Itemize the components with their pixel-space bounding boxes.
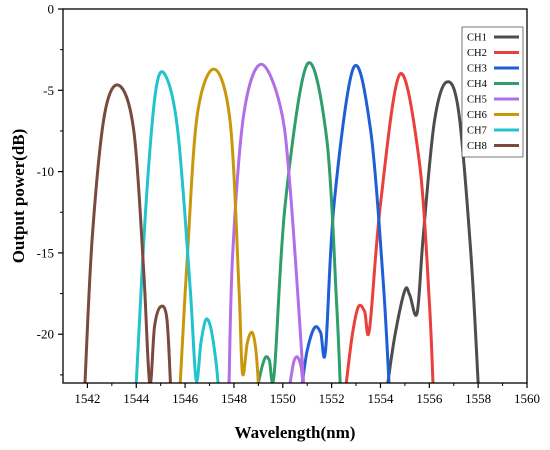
- series-line-ch3: [300, 63, 391, 383]
- x-axis-title: Wavelength(nm): [235, 423, 356, 442]
- x-tick-label: 1558: [465, 391, 491, 406]
- series-line-ch1: [386, 80, 480, 383]
- legend-label-ch4: CH4: [467, 79, 488, 90]
- y-tick-label: 0: [48, 2, 55, 17]
- x-tick-label: 1542: [74, 391, 100, 406]
- series-line-ch7: [134, 70, 220, 383]
- series-layer: [83, 61, 480, 383]
- legend-box: [461, 26, 524, 158]
- x-tick-label: 1544: [123, 391, 150, 406]
- x-tick-label: 1560: [514, 391, 540, 406]
- series-line-ch2: [344, 72, 435, 383]
- x-tick-label: 1554: [367, 391, 394, 406]
- plot-frame: [62, 8, 528, 384]
- y-tick-label: -5: [43, 83, 54, 98]
- x-tick-label: 1548: [221, 391, 247, 406]
- legend-label-ch3: CH3: [467, 64, 487, 75]
- legend-label-ch2: CH2: [467, 48, 487, 59]
- y-tick-label: -20: [37, 327, 54, 342]
- legend-label-ch5: CH5: [467, 95, 487, 106]
- x-tick-label: 1546: [172, 391, 199, 406]
- legend: CH1 CH2 CH3 CH4 CH5 CH6 CH7 CH8: [461, 26, 524, 158]
- x-tick-label: 1550: [270, 391, 296, 406]
- legend-label-ch1: CH1: [467, 33, 487, 44]
- legend-label-ch8: CH8: [467, 141, 487, 152]
- series-line-ch6: [178, 67, 260, 383]
- series-line-ch4: [256, 61, 342, 383]
- ticks-layer: 1542 1544 1546 1548 1550 1552 1554 1556 1558 1560…: [37, 2, 540, 407]
- x-tick-label: 1552: [319, 391, 345, 406]
- x-tick-label: 1556: [416, 391, 443, 406]
- y-tick-label: -10: [37, 164, 54, 179]
- y-tick-label: -15: [37, 245, 54, 260]
- series-line-ch8: [83, 83, 172, 383]
- y-axis-title: Output power(dB): [9, 129, 28, 264]
- legend-label-ch6: CH6: [467, 110, 487, 121]
- legend-label-ch7: CH7: [467, 126, 487, 137]
